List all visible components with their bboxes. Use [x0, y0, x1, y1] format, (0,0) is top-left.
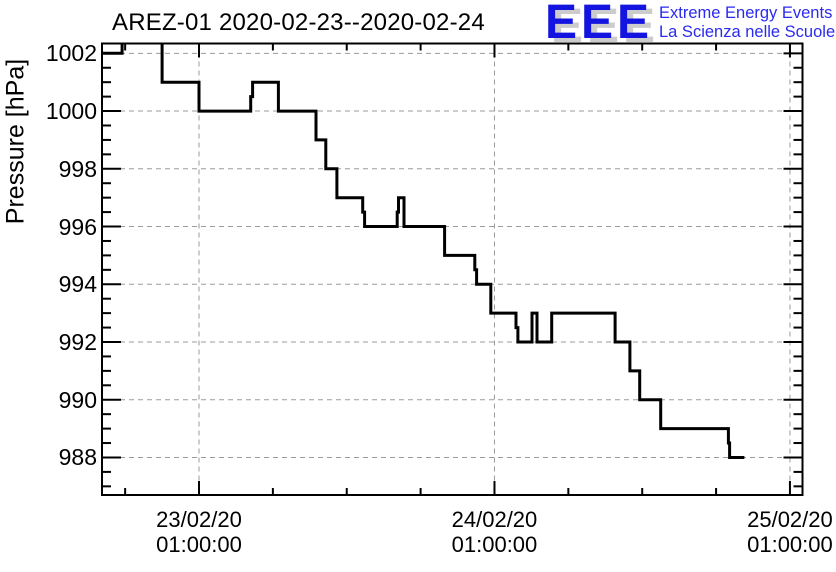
x-tick-label-line: 25/02/20: [747, 507, 833, 532]
x-tick-label-line: 01:00:00: [156, 532, 242, 557]
grid-lines: [102, 43, 803, 495]
y-tick-label: 988: [58, 444, 97, 471]
y-tick-label: 1002: [45, 40, 97, 67]
x-tick-label-line: 01:00:00: [747, 532, 833, 557]
x-tick-label: 24/02/20 01:00:00: [414, 507, 574, 557]
x-tick-label: 23/02/20 01:00:00: [119, 507, 279, 557]
axis-ticks: [102, 43, 803, 495]
y-tick-label: 1000: [45, 98, 97, 125]
eee-logo-acronym: EEE: [545, 0, 654, 49]
page-title: AREZ-01 2020-02-23--2020-02-24: [112, 9, 485, 36]
y-tick-label: 992: [58, 328, 97, 355]
y-tick-label: 990: [58, 386, 97, 413]
plot-frame: [101, 42, 804, 496]
eee-logo: EEE EEE Extreme Energy Events La Scienza…: [545, 0, 836, 51]
pressure-curve: [102, 43, 745, 459]
x-tick-label-line: 01:00:00: [451, 532, 538, 557]
x-tick-label: 25/02/20 01:00:00: [710, 507, 836, 557]
y-tick-label: 998: [58, 155, 97, 182]
x-tick-label-line: 24/02/20: [451, 507, 538, 532]
y-tick-label: 996: [58, 213, 97, 240]
eee-tagline-english: Extreme Energy Events: [659, 4, 833, 22]
y-tick-label: 994: [58, 271, 97, 298]
eee-tagline-italian: La Scienza nelle Scuole: [659, 22, 836, 41]
x-tick-label-line: 23/02/20: [156, 507, 242, 532]
eee-logo-taglines: Extreme Energy Events La Scienza nelle S…: [659, 4, 835, 41]
